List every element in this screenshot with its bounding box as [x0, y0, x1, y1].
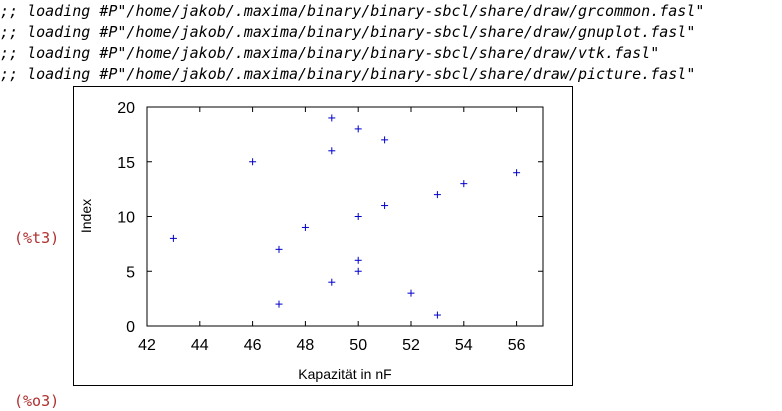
scatter-chart: 42 44 46 48 50 52 54 56 0 5 10 15 20 Kapazität in n…	[78, 100, 544, 382]
data-point	[328, 147, 336, 155]
input-label: (%t3)	[14, 229, 60, 247]
data-point	[249, 158, 257, 166]
data-point	[169, 234, 177, 242]
x-tick-label: 48	[297, 337, 315, 354]
plot-frame: 42 44 46 48 50 52 54 56 0 5 10 15 20 Kapazität in n…	[73, 86, 573, 386]
data-points	[169, 114, 521, 319]
data-point	[301, 223, 309, 231]
data-point	[354, 267, 362, 275]
data-point	[513, 169, 521, 177]
data-point	[328, 114, 336, 122]
x-tick-label: 54	[455, 337, 473, 354]
x-tick-label: 44	[191, 337, 209, 354]
x-tick-label: 56	[508, 337, 526, 354]
data-point	[275, 300, 283, 308]
y-tick-label: 15	[117, 155, 135, 172]
y-tick-label: 10	[117, 210, 135, 227]
data-point	[407, 289, 415, 297]
output-label: (%o3)	[14, 392, 60, 410]
data-point	[354, 213, 362, 220]
y-tick-label: 5	[126, 264, 135, 281]
y-axis-label: Index	[78, 199, 94, 233]
x-tick-label: 46	[244, 337, 262, 354]
x-axis-label: Kapazität in nF	[298, 366, 391, 382]
data-point	[433, 191, 441, 199]
log-line-4: ;; loading #P"/home/jakob/.maxima/binary…	[0, 65, 696, 83]
x-axis-ticks: 42 44 46 48 50 52 54 56	[138, 107, 526, 354]
x-tick-label: 42	[138, 337, 156, 354]
data-point	[354, 125, 362, 133]
data-point	[460, 180, 468, 188]
x-tick-label: 52	[402, 337, 420, 354]
data-point	[381, 136, 389, 144]
log-line-3: ;; loading #P"/home/jakob/.maxima/binary…	[0, 44, 660, 62]
y-axis-ticks: 0 5 10 15 20	[117, 100, 543, 336]
data-point	[381, 202, 389, 210]
data-point	[275, 245, 283, 253]
y-tick-label: 0	[126, 319, 135, 336]
plot-area	[146, 106, 544, 327]
log-line-1: ;; loading #P"/home/jakob/.maxima/binary…	[0, 2, 705, 20]
data-point	[328, 278, 336, 286]
data-point	[354, 256, 362, 264]
data-point	[433, 311, 441, 319]
y-tick-label: 20	[117, 100, 135, 117]
x-tick-label: 50	[349, 337, 367, 354]
log-line-2: ;; loading #P"/home/jakob/.maxima/binary…	[0, 23, 696, 41]
